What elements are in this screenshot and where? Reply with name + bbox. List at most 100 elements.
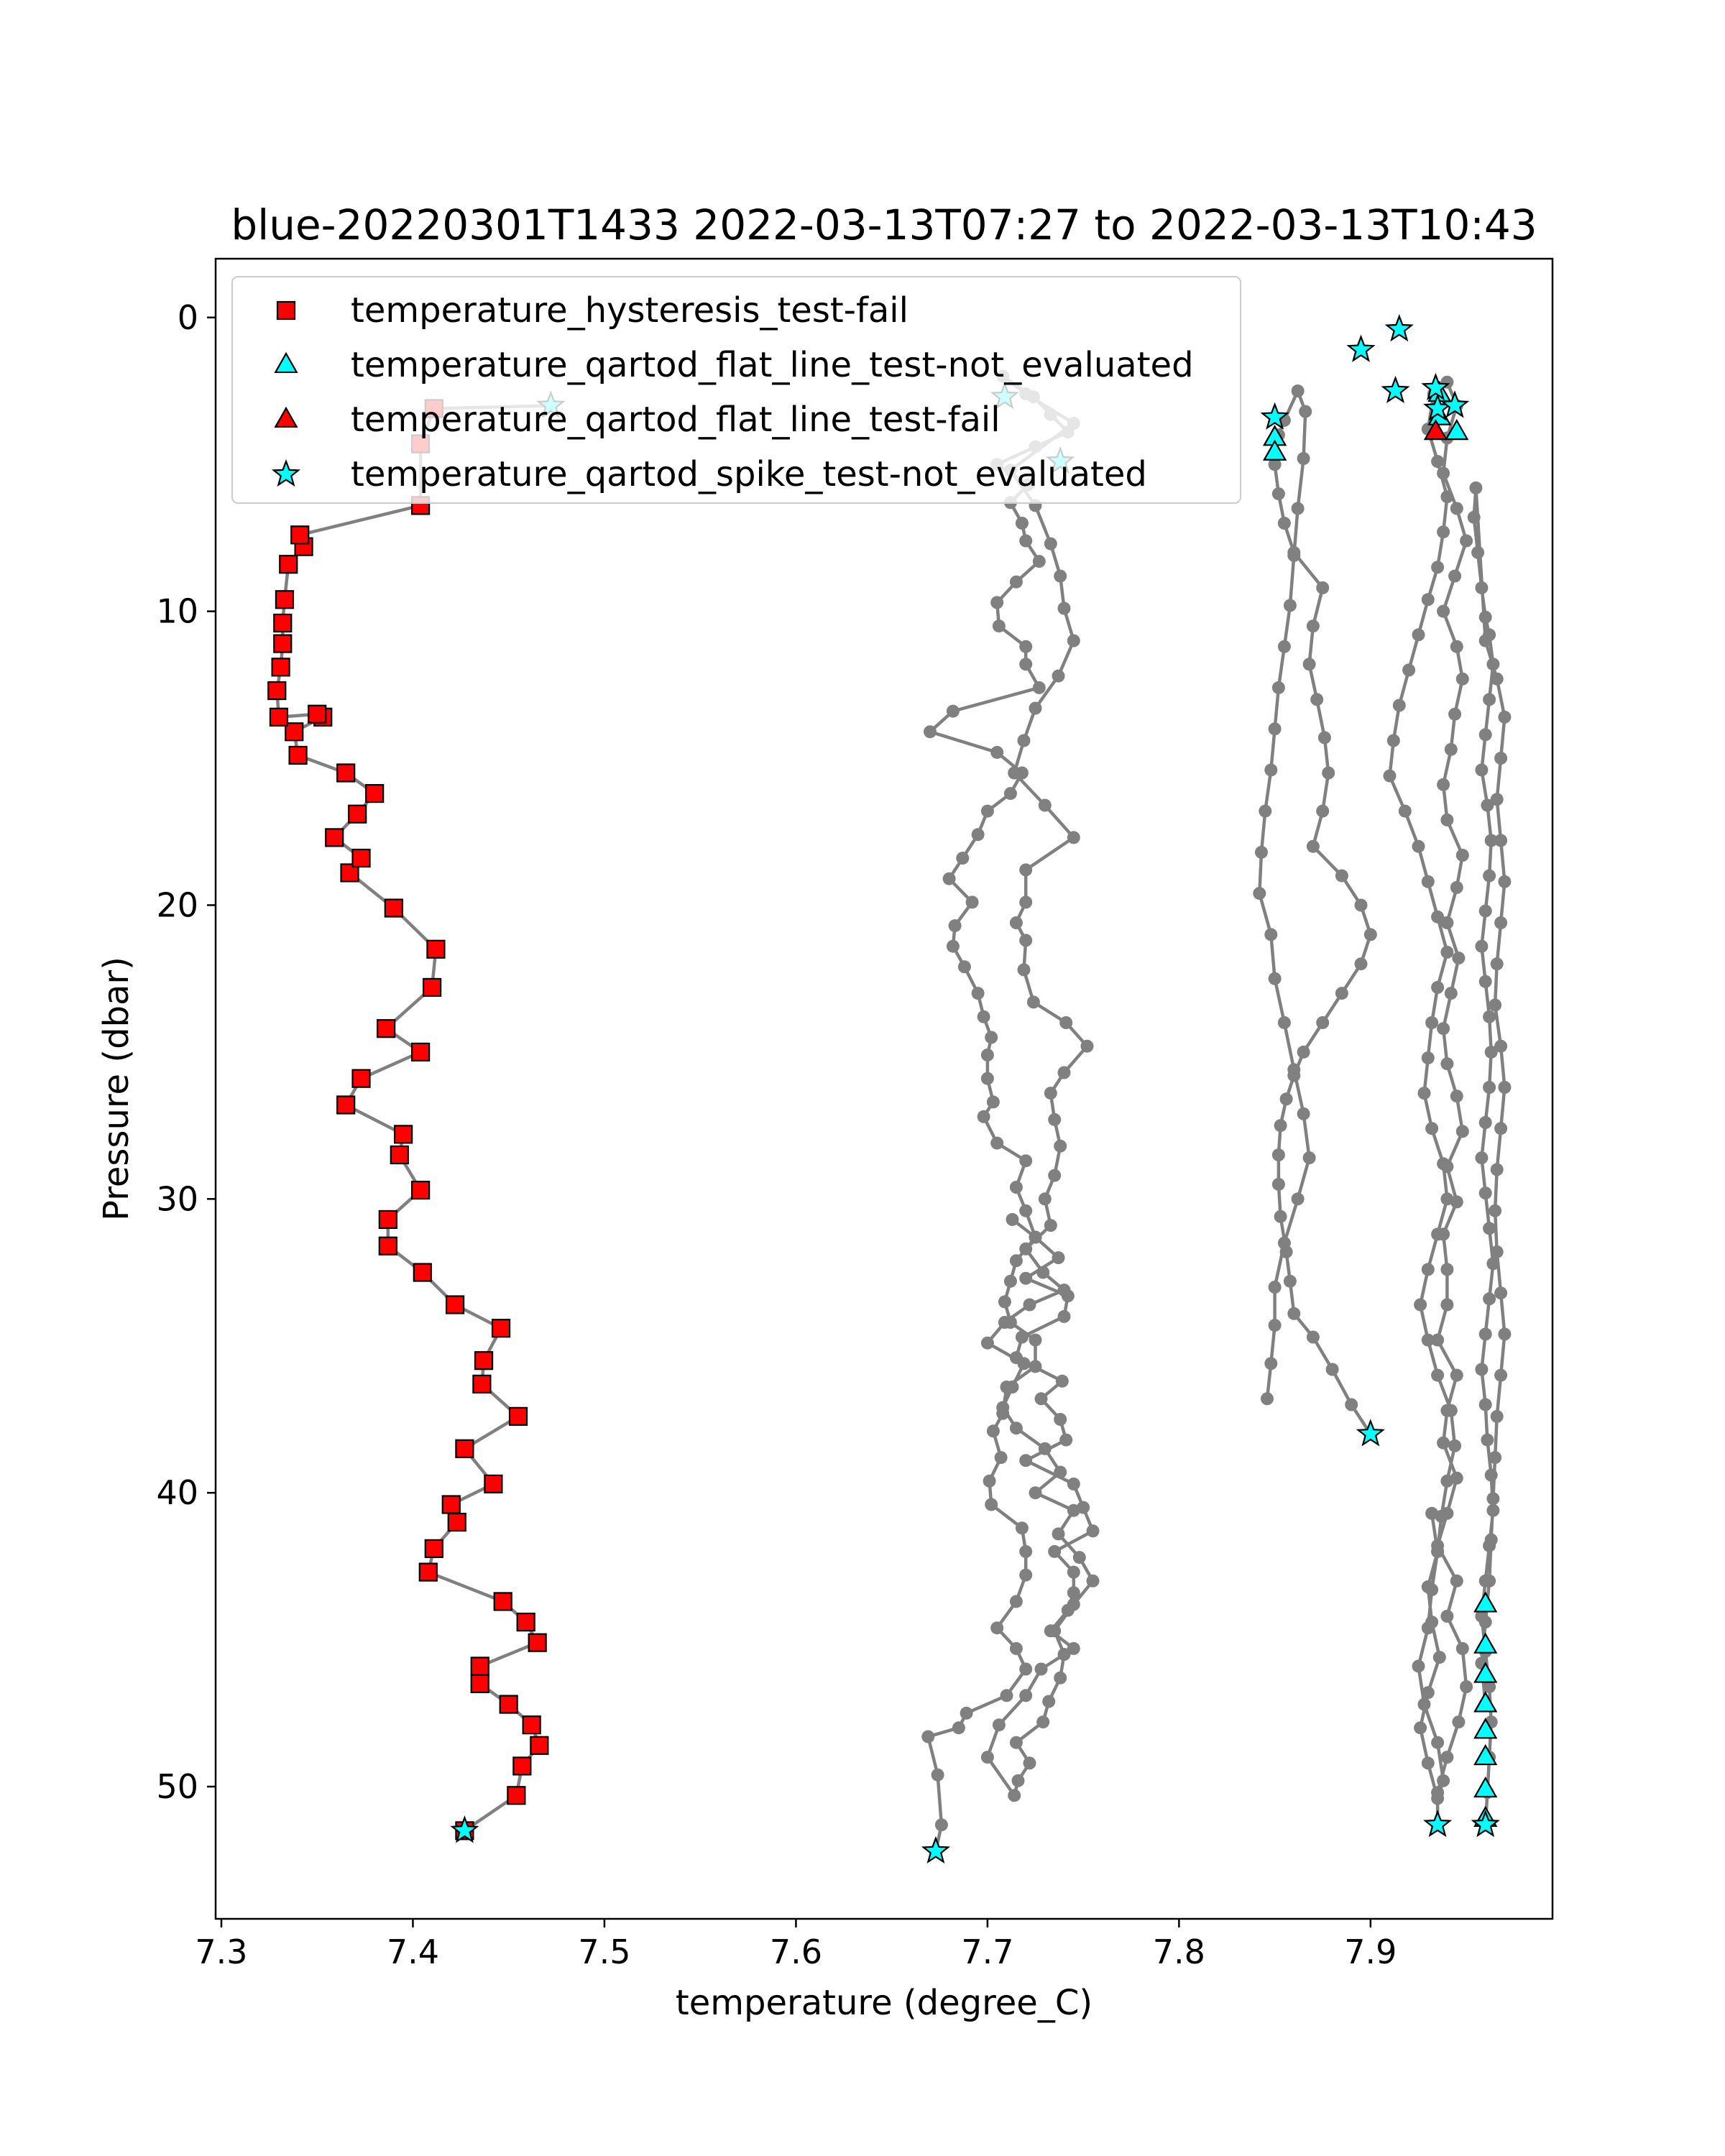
- profile-point: [1448, 707, 1462, 721]
- profile-point: [1268, 722, 1282, 736]
- profile-point: [1011, 1774, 1025, 1787]
- profile-point: [1019, 1154, 1033, 1168]
- data-point: [308, 704, 327, 724]
- profile-point: [1000, 1689, 1013, 1703]
- chart-title: blue-20220301T1433 2022-03-13T07:27 to 2…: [231, 201, 1537, 249]
- profile-point: [931, 1768, 944, 1782]
- profile-point: [1019, 1689, 1033, 1703]
- profile-point: [1019, 1662, 1033, 1676]
- profile-point: [1044, 1219, 1057, 1233]
- profile-point: [1048, 1112, 1062, 1126]
- data-point: [1473, 1632, 1498, 1654]
- profile-point: [1057, 1648, 1071, 1661]
- profile-point: [1019, 934, 1033, 947]
- data-point: [1473, 1662, 1498, 1683]
- profile-point: [1460, 534, 1473, 548]
- data-point: [1473, 1718, 1498, 1739]
- profile-point: [1431, 1544, 1445, 1558]
- profile-point: [1029, 1360, 1042, 1373]
- profile-point: [1489, 1204, 1502, 1217]
- profile-point: [1322, 766, 1335, 780]
- profile-point: [1019, 895, 1033, 909]
- profile-point: [992, 1718, 1006, 1732]
- profile-point: [1287, 1307, 1301, 1320]
- profile-point: [1253, 887, 1266, 900]
- profile-point: [1067, 634, 1080, 648]
- profile-point: [1277, 1236, 1291, 1250]
- profile-point: [946, 939, 960, 953]
- profile-point: [1302, 1151, 1316, 1165]
- profile-point: [1055, 1374, 1069, 1388]
- profile-point: [1483, 869, 1496, 883]
- profile-point: [1494, 1286, 1508, 1300]
- data-point: [1260, 402, 1289, 430]
- data-point: [1473, 1743, 1498, 1766]
- profile-point: [1490, 672, 1504, 686]
- legend-label: temperature_hysteresis_test-fail: [351, 290, 908, 331]
- data-point: [336, 763, 356, 783]
- profile-point: [1437, 466, 1450, 480]
- legend-marker: [276, 300, 296, 321]
- data-point: [384, 898, 403, 918]
- profile-point: [1417, 1697, 1431, 1711]
- profile-point: [1440, 945, 1454, 959]
- profile-point: [1072, 1551, 1086, 1565]
- profile-point: [1317, 731, 1331, 745]
- profile-point: [1019, 534, 1033, 548]
- profile-point: [1345, 1398, 1358, 1411]
- profile-point: [1291, 384, 1305, 397]
- profile-point: [1006, 1212, 1019, 1226]
- profile-point: [1009, 575, 1023, 589]
- profile-point: [1452, 952, 1466, 965]
- profile-point: [1484, 1468, 1498, 1482]
- profile-point: [990, 745, 1004, 759]
- data-point: [1356, 1419, 1385, 1447]
- profile-point: [1483, 693, 1496, 706]
- profile-point: [1478, 1327, 1492, 1341]
- profile-point: [1440, 1751, 1454, 1764]
- profile-point: [1478, 1616, 1492, 1629]
- profile-point: [1475, 763, 1489, 777]
- y-tick-label: 30: [156, 1179, 198, 1218]
- profile-point: [1471, 545, 1485, 559]
- profile-point: [1009, 1422, 1023, 1435]
- profile-point: [1440, 1263, 1454, 1276]
- profile-point: [1412, 1659, 1425, 1673]
- data-point: [470, 1657, 489, 1676]
- profile-point: [1008, 1789, 1021, 1802]
- profile-point: [1481, 798, 1494, 812]
- profile-point: [1475, 1363, 1489, 1376]
- profile-point: [1486, 1257, 1500, 1271]
- profile-point: [1077, 1501, 1090, 1514]
- data-point: [351, 848, 371, 868]
- profile-point: [1268, 972, 1282, 985]
- profile-point: [1478, 634, 1492, 648]
- profile-point: [1478, 1187, 1492, 1200]
- data-point: [1473, 1776, 1498, 1798]
- profile-point: [1264, 763, 1278, 777]
- data-point: [279, 555, 298, 574]
- x-tick-label: 7.7: [961, 1932, 1013, 1971]
- profile-point: [1306, 839, 1320, 853]
- profile-point: [1475, 581, 1489, 594]
- profile-point: [1392, 699, 1406, 712]
- profile-point: [1421, 1333, 1435, 1347]
- profile-point: [1450, 640, 1463, 653]
- profile-point: [1048, 1544, 1062, 1558]
- legend-marker: [274, 351, 298, 374]
- data-point: [378, 1210, 397, 1230]
- profile-point: [980, 804, 994, 818]
- x-tick-label: 7.5: [578, 1932, 630, 1971]
- profile-point: [1019, 1568, 1033, 1582]
- profile-point: [1023, 1756, 1036, 1770]
- profile-point: [1067, 831, 1080, 844]
- data-point: [390, 1145, 409, 1165]
- profile-point: [1494, 1039, 1508, 1053]
- profile-point: [1475, 939, 1489, 953]
- data-point: [516, 1612, 535, 1632]
- data-point: [1473, 1591, 1498, 1613]
- profile-point: [1478, 975, 1492, 988]
- data-point: [493, 1592, 512, 1611]
- profile-point: [1354, 898, 1368, 912]
- profile-point: [980, 1336, 994, 1350]
